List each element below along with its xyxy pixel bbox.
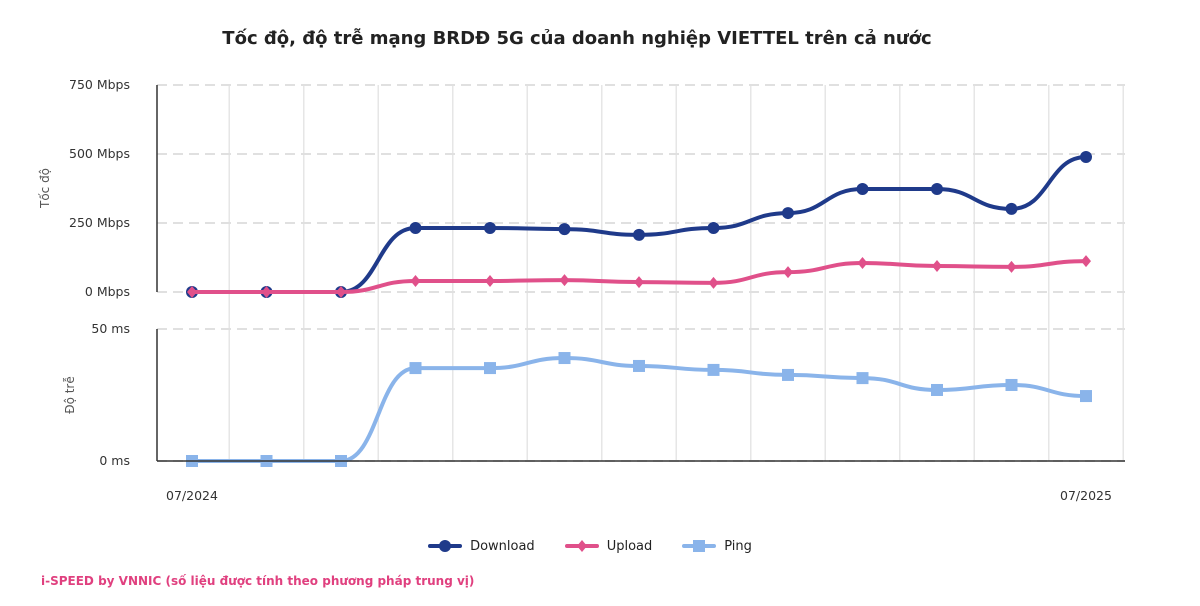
data-point bbox=[783, 266, 793, 279]
data-point bbox=[559, 274, 570, 287]
data-point bbox=[857, 257, 868, 270]
footer-note: i-SPEED by VNNIC (số liệu được tính theo… bbox=[41, 574, 475, 588]
legend-label: Upload bbox=[606, 538, 653, 554]
y-axis-label: Độ trễ bbox=[63, 376, 77, 413]
legend-marker-icon bbox=[682, 540, 717, 552]
data-point bbox=[410, 274, 421, 287]
data-point bbox=[782, 207, 794, 220]
y-tick-label: 0 Mbps bbox=[85, 284, 130, 299]
data-point bbox=[707, 221, 720, 234]
data-point bbox=[409, 362, 422, 375]
data-point bbox=[1080, 151, 1092, 164]
data-point bbox=[1006, 260, 1017, 273]
legend-label: Ping bbox=[724, 538, 752, 554]
data-point bbox=[633, 228, 645, 241]
data-point bbox=[1080, 390, 1092, 403]
x-tick-label: 07/2025 bbox=[1060, 488, 1112, 503]
legend-label: Download bbox=[470, 538, 535, 554]
y-axis-label: Tốc độ bbox=[38, 168, 52, 209]
data-point bbox=[409, 221, 422, 234]
data-point bbox=[931, 383, 943, 396]
legend-marker-icon bbox=[564, 540, 599, 552]
data-point bbox=[558, 352, 571, 365]
y-tick-label: 750 Mbps bbox=[69, 77, 130, 92]
y-tick-label: 0 ms bbox=[99, 453, 130, 468]
y-tick-label: 50 ms bbox=[91, 321, 130, 336]
data-point bbox=[633, 359, 645, 372]
data-point bbox=[261, 286, 272, 298]
data-point bbox=[856, 372, 869, 385]
y-tick-label: 500 Mbps bbox=[69, 146, 130, 161]
data-point bbox=[932, 260, 942, 273]
data-point bbox=[485, 274, 495, 287]
data-point bbox=[1081, 255, 1091, 268]
x-tick-label: 07/2024 bbox=[166, 488, 218, 503]
series-line-download bbox=[190, 155, 1088, 295]
data-point bbox=[1005, 378, 1018, 391]
legend: Download Upload Ping bbox=[0, 538, 1180, 554]
data-point bbox=[931, 183, 943, 196]
y-tick-label: 250 Mbps bbox=[69, 215, 130, 230]
data-point bbox=[336, 286, 346, 298]
data-point bbox=[856, 183, 869, 196]
legend-marker-icon bbox=[428, 540, 463, 552]
data-point bbox=[187, 286, 197, 298]
data-point bbox=[708, 276, 719, 289]
chart-title: Tốc độ, độ trễ mạng BRDĐ 5G của doanh ng… bbox=[222, 28, 932, 49]
legend-item-download[interactable]: Download bbox=[428, 538, 535, 554]
data-point bbox=[558, 223, 571, 236]
legend-item-upload[interactable]: Upload bbox=[564, 538, 653, 554]
data-point bbox=[707, 363, 720, 376]
series-line-ping bbox=[190, 356, 1088, 464]
legend-item-ping[interactable]: Ping bbox=[682, 538, 752, 554]
data-point bbox=[484, 362, 496, 375]
data-point bbox=[782, 368, 794, 381]
data-point bbox=[634, 276, 644, 289]
data-point bbox=[1005, 202, 1018, 215]
data-point bbox=[484, 221, 496, 234]
